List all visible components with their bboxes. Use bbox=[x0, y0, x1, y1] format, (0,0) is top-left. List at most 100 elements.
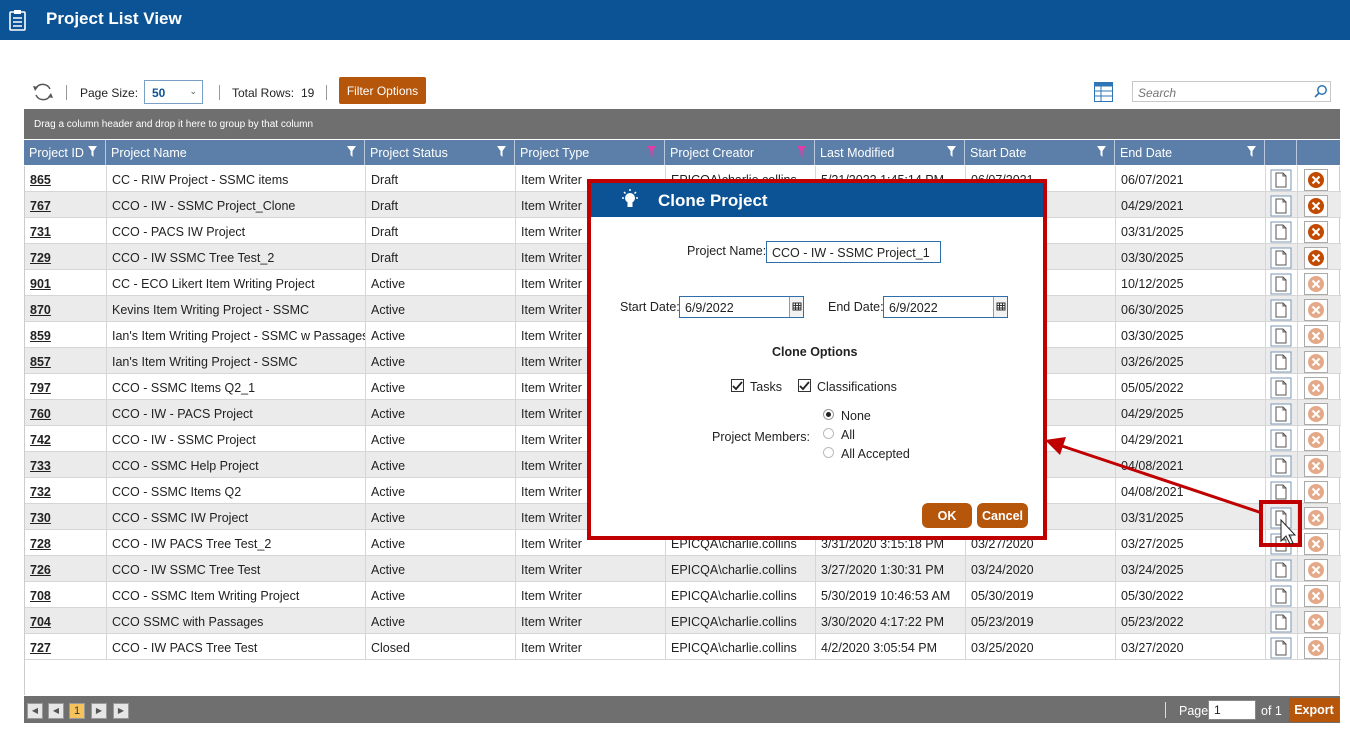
clone-project-icon[interactable] bbox=[1270, 403, 1292, 425]
filter-icon[interactable] bbox=[947, 146, 956, 157]
table-row[interactable]: 708 CCO - SSMC Item Writing Project Active… bbox=[25, 582, 1341, 608]
project-id-link[interactable]: 733 bbox=[25, 452, 107, 478]
project-id-link[interactable]: 728 bbox=[25, 530, 107, 556]
delete-project-icon[interactable] bbox=[1304, 377, 1328, 399]
table-row[interactable]: 704 CCO SSMC with Passages Active Item Writ… bbox=[25, 608, 1341, 634]
filter-icon[interactable] bbox=[1097, 146, 1106, 157]
clone-project-icon[interactable] bbox=[1270, 481, 1292, 503]
clone-project-icon[interactable] bbox=[1270, 169, 1292, 191]
filter-icon[interactable] bbox=[1247, 146, 1256, 157]
project-id-link[interactable]: 760 bbox=[25, 400, 107, 426]
page-number-input[interactable]: 1 bbox=[1208, 700, 1256, 720]
project-id-link[interactable]: 729 bbox=[25, 244, 107, 270]
calendar-icon[interactable] bbox=[993, 297, 1007, 317]
page-size-select[interactable]: 50 ⌄ bbox=[144, 80, 203, 104]
delete-project-icon[interactable] bbox=[1304, 585, 1328, 607]
table-row[interactable]: 728 CCO - IW PACS Tree Test_2 Active Item W… bbox=[25, 530, 1341, 556]
clone-project-icon[interactable] bbox=[1270, 351, 1292, 373]
prev-page-button[interactable]: ◀ bbox=[48, 703, 64, 719]
cancel-button[interactable]: Cancel bbox=[977, 503, 1028, 528]
delete-project-icon[interactable] bbox=[1304, 533, 1328, 555]
ok-button[interactable]: OK bbox=[922, 503, 972, 528]
members-none-radio[interactable] bbox=[823, 409, 834, 420]
clone-project-icon[interactable] bbox=[1270, 637, 1292, 659]
refresh-icon[interactable] bbox=[32, 81, 54, 103]
calendar-icon[interactable] bbox=[789, 297, 803, 317]
column-header-project-creator[interactable]: Project Creator bbox=[665, 140, 815, 165]
project-name-input[interactable]: CCO - IW - SSMC Project_1 bbox=[766, 241, 941, 263]
last-page-button[interactable]: ▶ bbox=[113, 703, 129, 719]
project-id-link[interactable]: 859 bbox=[25, 322, 107, 348]
delete-project-icon[interactable] bbox=[1304, 273, 1328, 295]
project-id-link[interactable]: 797 bbox=[25, 374, 107, 400]
classifications-checkbox[interactable] bbox=[798, 379, 811, 392]
table-row[interactable]: 859 Ian's Item Writing Project - SSMC w P… bbox=[25, 322, 1341, 348]
clone-project-icon[interactable] bbox=[1270, 247, 1292, 269]
column-header-project-id[interactable]: Project ID bbox=[24, 140, 106, 165]
delete-project-icon[interactable] bbox=[1304, 507, 1328, 529]
clone-project-icon[interactable] bbox=[1270, 273, 1292, 295]
project-id-link[interactable]: 732 bbox=[25, 478, 107, 504]
delete-project-icon[interactable] bbox=[1304, 221, 1328, 243]
project-id-link[interactable]: 865 bbox=[25, 166, 107, 192]
search-icon[interactable] bbox=[1314, 84, 1328, 98]
group-by-drop-zone[interactable]: Drag a column header and drop it here to… bbox=[24, 109, 1340, 139]
clone-project-icon[interactable] bbox=[1270, 377, 1292, 399]
search-input[interactable] bbox=[1132, 81, 1331, 102]
filter-active-icon[interactable] bbox=[797, 146, 806, 157]
table-row[interactable]: 727 CCO - IW PACS Tree Test Closed Item Wri… bbox=[25, 634, 1341, 660]
clone-project-icon[interactable] bbox=[1270, 429, 1292, 451]
members-all-accepted-radio[interactable] bbox=[823, 447, 834, 458]
table-row[interactable]: 726 CCO - IW SSMC Tree Test Active Item Wri… bbox=[25, 556, 1341, 582]
first-page-button[interactable]: ◀ bbox=[27, 703, 43, 719]
delete-project-icon[interactable] bbox=[1304, 325, 1328, 347]
filter-icon[interactable] bbox=[347, 146, 356, 157]
delete-project-icon[interactable] bbox=[1304, 299, 1328, 321]
delete-project-icon[interactable] bbox=[1304, 429, 1328, 451]
column-header-end-date[interactable]: End Date bbox=[1115, 140, 1265, 165]
delete-project-icon[interactable] bbox=[1304, 481, 1328, 503]
project-id-link[interactable]: 857 bbox=[25, 348, 107, 374]
delete-project-icon[interactable] bbox=[1304, 169, 1328, 191]
clone-project-icon[interactable] bbox=[1270, 299, 1292, 321]
clone-project-icon[interactable] bbox=[1270, 221, 1292, 243]
clone-project-icon[interactable] bbox=[1270, 585, 1292, 607]
clone-project-icon[interactable] bbox=[1270, 455, 1292, 477]
project-id-link[interactable]: 731 bbox=[25, 218, 107, 244]
column-header-project-status[interactable]: Project Status bbox=[365, 140, 515, 165]
project-id-link[interactable]: 727 bbox=[25, 634, 107, 660]
delete-project-icon[interactable] bbox=[1304, 611, 1328, 633]
project-id-link[interactable]: 704 bbox=[25, 608, 107, 634]
project-id-link[interactable]: 901 bbox=[25, 270, 107, 296]
page-number-button[interactable]: 1 bbox=[69, 703, 85, 719]
next-page-button[interactable]: ▶ bbox=[91, 703, 107, 719]
filter-options-button[interactable]: Filter Options bbox=[339, 77, 426, 104]
project-id-link[interactable]: 767 bbox=[25, 192, 107, 218]
delete-project-icon[interactable] bbox=[1304, 637, 1328, 659]
column-header-start-date[interactable]: Start Date bbox=[965, 140, 1115, 165]
delete-project-icon[interactable] bbox=[1304, 455, 1328, 477]
project-id-link[interactable]: 726 bbox=[25, 556, 107, 582]
column-header-project-type[interactable]: Project Type bbox=[515, 140, 665, 165]
filter-active-icon[interactable] bbox=[647, 146, 656, 157]
start-date-input[interactable]: 6/9/2022 bbox=[679, 296, 804, 318]
delete-project-icon[interactable] bbox=[1304, 195, 1328, 217]
members-all-radio[interactable] bbox=[823, 428, 834, 439]
project-id-link[interactable]: 730 bbox=[25, 504, 107, 530]
tasks-checkbox[interactable] bbox=[731, 379, 744, 392]
delete-project-icon[interactable] bbox=[1304, 403, 1328, 425]
clone-project-icon[interactable] bbox=[1270, 195, 1292, 217]
column-header-last-modified[interactable]: Last Modified bbox=[815, 140, 965, 165]
column-header-project-name[interactable]: Project Name bbox=[106, 140, 365, 165]
end-date-input[interactable]: 6/9/2022 bbox=[883, 296, 1008, 318]
clone-project-icon[interactable] bbox=[1270, 611, 1292, 633]
project-id-link[interactable]: 870 bbox=[25, 296, 107, 322]
filter-icon[interactable] bbox=[497, 146, 506, 157]
delete-project-icon[interactable] bbox=[1304, 559, 1328, 581]
export-button[interactable]: Export bbox=[1289, 698, 1339, 722]
project-id-link[interactable]: 708 bbox=[25, 582, 107, 608]
filter-icon[interactable] bbox=[88, 146, 97, 157]
column-chooser-icon[interactable] bbox=[1094, 82, 1113, 102]
clone-project-icon[interactable] bbox=[1270, 559, 1292, 581]
delete-project-icon[interactable] bbox=[1304, 247, 1328, 269]
